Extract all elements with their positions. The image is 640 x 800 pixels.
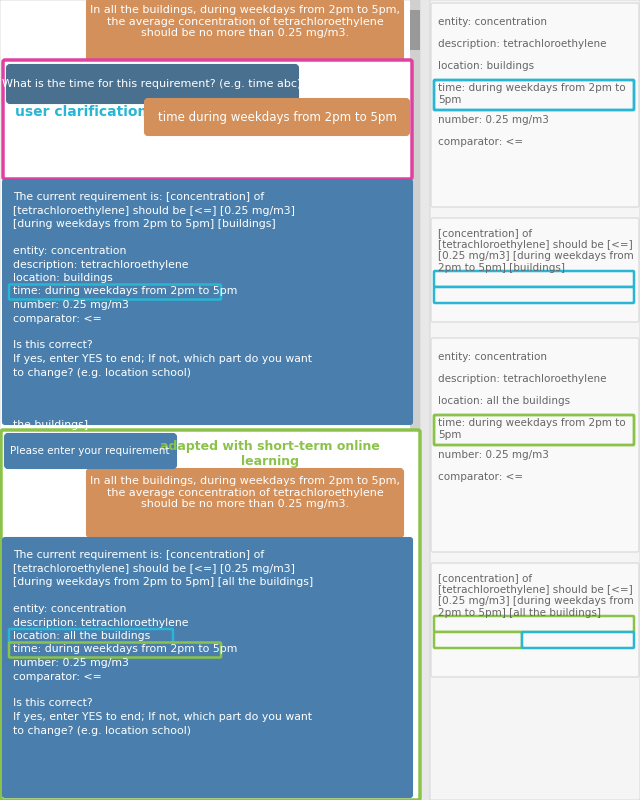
FancyBboxPatch shape (431, 218, 639, 322)
Text: In all the buildings, during weekdays from 2pm to 5pm,
the average concentration: In all the buildings, during weekdays fr… (90, 5, 400, 38)
Text: description: tetrachloroethylene: description: tetrachloroethylene (13, 618, 189, 627)
FancyBboxPatch shape (87, 469, 403, 537)
Text: time: during weekdays from 2pm to
5pm: time: during weekdays from 2pm to 5pm (438, 418, 626, 440)
Bar (410, 10, 420, 50)
Text: location: all the buildings: location: all the buildings (13, 631, 150, 641)
Text: The current requirement is: [concentration] of: The current requirement is: [concentrati… (13, 550, 264, 560)
FancyBboxPatch shape (434, 415, 634, 445)
Text: time: during weekdays from 2pm to
5pm: time: during weekdays from 2pm to 5pm (438, 83, 626, 105)
Text: comparator: <=: comparator: <= (13, 314, 102, 323)
FancyBboxPatch shape (3, 180, 412, 424)
Text: number: 0.25 mg/m3: number: 0.25 mg/m3 (13, 658, 129, 668)
Text: time: during weekdays from 2pm to 5pm: time: during weekdays from 2pm to 5pm (13, 645, 237, 654)
Text: description: tetrachloroethylene: description: tetrachloroethylene (438, 374, 607, 384)
Text: user clarification: user clarification (15, 105, 147, 119)
Text: Is this correct?: Is this correct? (13, 341, 93, 350)
FancyBboxPatch shape (434, 80, 634, 110)
Text: comparator: <=: comparator: <= (438, 137, 523, 147)
Text: to change? (e.g. location school): to change? (e.g. location school) (13, 726, 191, 735)
FancyBboxPatch shape (434, 287, 634, 303)
FancyBboxPatch shape (3, 538, 412, 797)
Text: If yes, enter YES to end; If not, which part do you want: If yes, enter YES to end; If not, which … (13, 354, 312, 364)
FancyBboxPatch shape (431, 338, 639, 552)
Text: comparator: <=: comparator: <= (13, 671, 102, 682)
Text: What is the time for this requirement? (e.g. time abc): What is the time for this requirement? (… (3, 79, 301, 89)
Text: to change? (e.g. location school): to change? (e.g. location school) (13, 367, 191, 378)
Text: [tetrachloroethylene] should be [<=] [0.25 mg/m3]: [tetrachloroethylene] should be [<=] [0.… (13, 206, 295, 215)
Text: [tetrachloroethylene] should be [<=] [0.25 mg/m3]: [tetrachloroethylene] should be [<=] [0.… (13, 563, 295, 574)
FancyBboxPatch shape (431, 563, 639, 677)
Text: entity: concentration: entity: concentration (438, 17, 547, 27)
Text: entity: concentration: entity: concentration (13, 246, 126, 256)
FancyBboxPatch shape (9, 642, 221, 658)
FancyBboxPatch shape (522, 632, 634, 648)
Text: time during weekdays from 2pm to 5pm: time during weekdays from 2pm to 5pm (157, 110, 396, 123)
Text: [during weekdays from 2pm to 5pm] [buildings]: [during weekdays from 2pm to 5pm] [build… (13, 219, 276, 229)
FancyBboxPatch shape (430, 0, 640, 800)
Text: If yes, enter YES to end; If not, which part do you want: If yes, enter YES to end; If not, which … (13, 712, 312, 722)
Text: number: 0.25 mg/m3: number: 0.25 mg/m3 (438, 115, 549, 125)
FancyBboxPatch shape (434, 632, 522, 648)
FancyBboxPatch shape (7, 65, 298, 103)
Bar (410, 0, 420, 430)
Text: location: buildings: location: buildings (13, 273, 113, 283)
FancyBboxPatch shape (0, 0, 420, 800)
Text: The current requirement is: [concentration] of: The current requirement is: [concentrati… (13, 192, 264, 202)
Text: the buildings]: the buildings] (13, 420, 88, 430)
Text: entity: concentration: entity: concentration (438, 352, 547, 362)
Text: [concentration] of
[tetrachloroethylene] should be [<=]
[0.25 mg/m3] [during wee: [concentration] of [tetrachloroethylene]… (438, 573, 634, 618)
Text: description: tetrachloroethylene: description: tetrachloroethylene (13, 259, 189, 270)
Text: description: tetrachloroethylene: description: tetrachloroethylene (438, 39, 607, 49)
FancyBboxPatch shape (9, 629, 173, 644)
Text: number: 0.25 mg/m3: number: 0.25 mg/m3 (13, 300, 129, 310)
FancyBboxPatch shape (434, 271, 634, 287)
FancyBboxPatch shape (431, 3, 639, 207)
Text: location: all the buildings: location: all the buildings (438, 396, 570, 406)
Text: [during weekdays from 2pm to 5pm] [all the buildings]: [during weekdays from 2pm to 5pm] [all t… (13, 577, 313, 587)
Text: number: 0.25 mg/m3: number: 0.25 mg/m3 (438, 450, 549, 460)
Text: adapted with short-term online
learning: adapted with short-term online learning (160, 440, 380, 468)
Text: Is this correct?: Is this correct? (13, 698, 93, 709)
Text: Please enter your requirement: Please enter your requirement (10, 446, 170, 456)
Text: location: buildings: location: buildings (438, 61, 534, 71)
FancyBboxPatch shape (87, 0, 403, 63)
FancyBboxPatch shape (3, 60, 412, 179)
FancyBboxPatch shape (145, 99, 409, 135)
FancyBboxPatch shape (9, 285, 221, 299)
FancyBboxPatch shape (5, 434, 176, 468)
Text: comparator: <=: comparator: <= (438, 472, 523, 482)
FancyBboxPatch shape (434, 616, 634, 632)
Text: [concentration] of
[tetrachloroethylene] should be [<=]
[0.25 mg/m3] [during wee: [concentration] of [tetrachloroethylene]… (438, 228, 634, 273)
Text: In all the buildings, during weekdays from 2pm to 5pm,
the average concentration: In all the buildings, during weekdays fr… (90, 476, 400, 509)
Text: time: during weekdays from 2pm to 5pm: time: during weekdays from 2pm to 5pm (13, 286, 237, 297)
FancyBboxPatch shape (1, 430, 420, 800)
Text: entity: concentration: entity: concentration (13, 604, 126, 614)
